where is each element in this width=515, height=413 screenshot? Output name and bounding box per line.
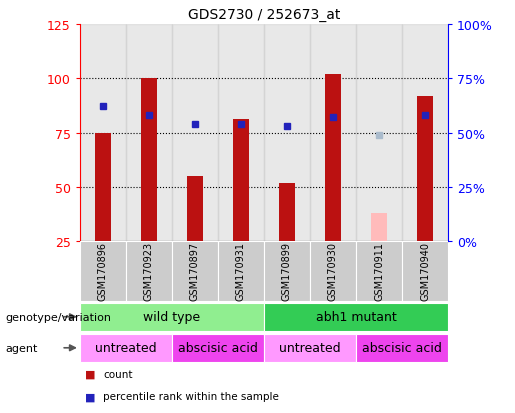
Text: wild type: wild type xyxy=(143,311,200,323)
Bar xyxy=(126,25,172,242)
Bar xyxy=(80,334,172,362)
Bar xyxy=(80,303,264,331)
Bar xyxy=(356,242,402,301)
Text: GSM170911: GSM170911 xyxy=(374,241,384,300)
Bar xyxy=(126,242,172,301)
Text: untreated: untreated xyxy=(95,342,157,354)
Bar xyxy=(95,133,111,242)
Bar xyxy=(264,25,310,242)
Bar xyxy=(417,96,433,242)
Bar xyxy=(402,25,448,242)
Text: GSM170931: GSM170931 xyxy=(236,241,246,300)
Bar xyxy=(310,242,356,301)
Bar xyxy=(356,25,402,242)
Bar xyxy=(402,242,448,301)
Text: GSM170899: GSM170899 xyxy=(282,241,292,300)
Text: GSM170897: GSM170897 xyxy=(190,241,200,300)
Bar xyxy=(172,25,218,242)
Bar xyxy=(264,242,310,301)
Bar xyxy=(233,120,249,242)
Bar xyxy=(187,177,203,242)
Bar xyxy=(172,242,218,301)
Bar xyxy=(218,25,264,242)
Bar xyxy=(279,183,295,242)
Text: agent: agent xyxy=(5,343,38,353)
Bar xyxy=(356,334,448,362)
Text: count: count xyxy=(103,369,132,379)
Text: abh1 mutant: abh1 mutant xyxy=(316,311,397,323)
Text: abscisic acid: abscisic acid xyxy=(178,342,258,354)
Text: GSM170940: GSM170940 xyxy=(420,241,430,300)
Bar xyxy=(172,334,264,362)
Text: GSM170923: GSM170923 xyxy=(144,241,154,300)
Bar xyxy=(218,242,264,301)
Text: GSM170930: GSM170930 xyxy=(328,241,338,300)
Text: genotype/variation: genotype/variation xyxy=(5,312,111,322)
Bar xyxy=(80,25,126,242)
Text: abscisic acid: abscisic acid xyxy=(362,342,442,354)
Text: percentile rank within the sample: percentile rank within the sample xyxy=(103,392,279,401)
Bar xyxy=(371,214,387,242)
Bar xyxy=(80,242,126,301)
Bar xyxy=(264,334,356,362)
Bar xyxy=(264,303,448,331)
Text: untreated: untreated xyxy=(279,342,341,354)
Bar xyxy=(325,75,341,242)
Text: ■: ■ xyxy=(85,392,95,401)
Bar xyxy=(310,25,356,242)
Bar xyxy=(141,79,157,242)
Title: GDS2730 / 252673_at: GDS2730 / 252673_at xyxy=(188,8,340,22)
Text: GSM170896: GSM170896 xyxy=(98,241,108,300)
Text: ■: ■ xyxy=(85,369,95,379)
